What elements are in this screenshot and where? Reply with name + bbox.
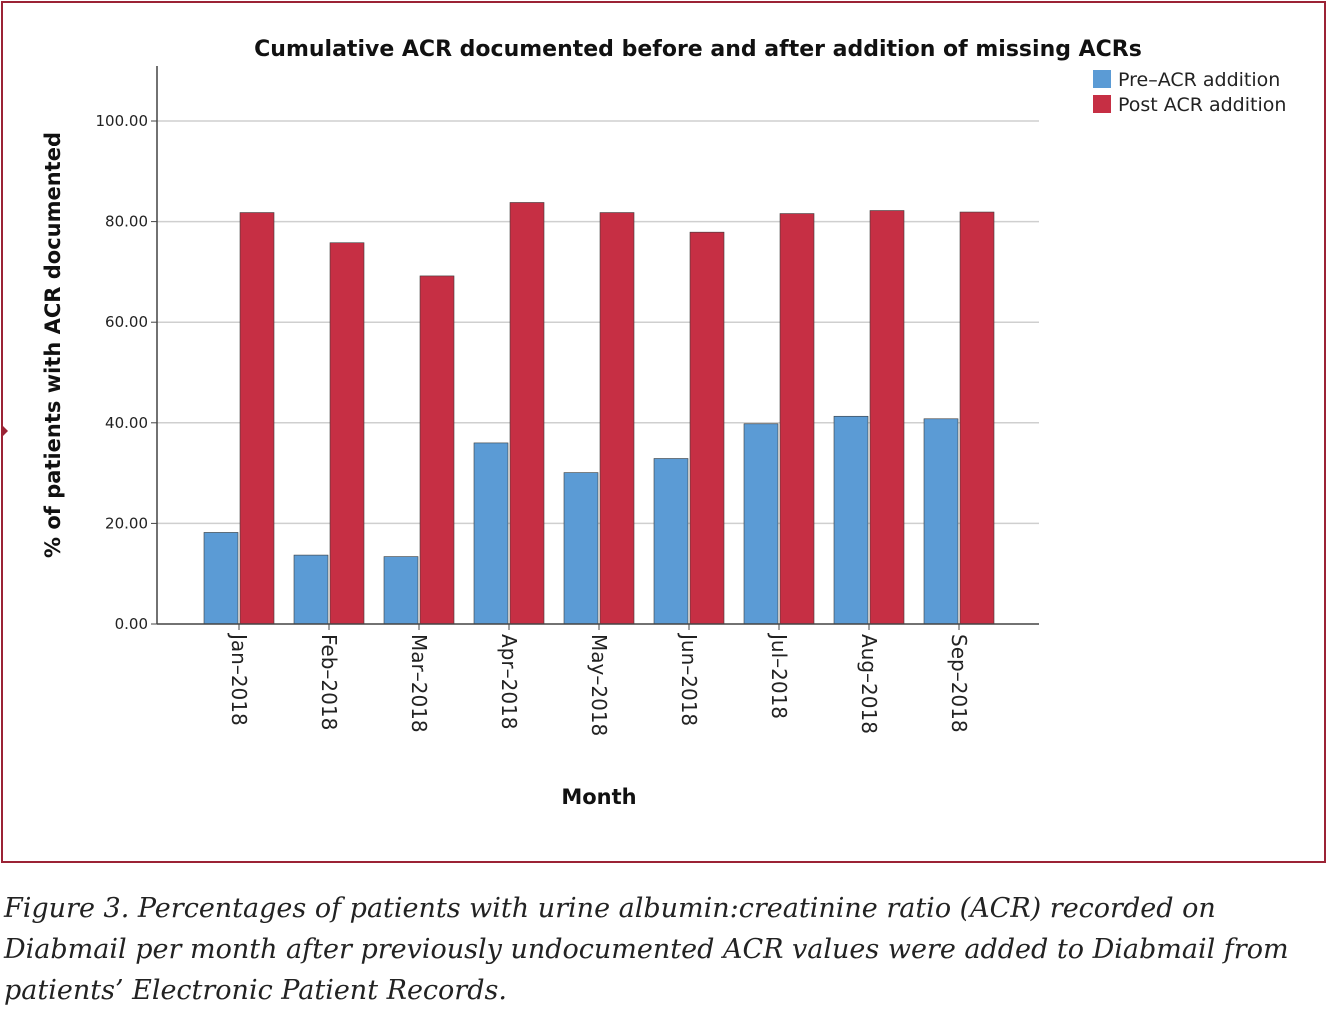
bar-post-4 xyxy=(599,212,635,625)
bar-pre-4 xyxy=(563,472,599,625)
bar-post-3 xyxy=(509,202,545,625)
bar-pre-0 xyxy=(203,532,239,625)
x-axis-label: Month xyxy=(561,785,636,809)
legend: Pre–ACR addition Post ACR addition xyxy=(1093,69,1286,116)
x-tick-label: Sep–2018 xyxy=(947,634,971,733)
y-tick-labels: 0.00 20.00 40.00 60.00 80.00 100.00 xyxy=(96,112,149,633)
x-tick-labels: Jan–2018 Feb–2018 Mar–2018 Apr–2018 May–2018… xyxy=(227,632,971,736)
bar-post-0 xyxy=(239,212,275,625)
bar-pre-7 xyxy=(833,415,869,625)
x-tick-label: Apr–2018 xyxy=(497,634,521,730)
x-tick-label: Jan–2018 xyxy=(227,632,251,726)
legend-label-1: Post ACR addition xyxy=(1118,94,1286,116)
bar-pre-8 xyxy=(923,418,959,625)
bar-pre-6 xyxy=(743,423,779,625)
y-tick-label: 80.00 xyxy=(105,213,148,231)
bar-pre-2 xyxy=(383,556,419,625)
y-tick-label: 60.00 xyxy=(105,313,148,331)
y-tick-label: 0.00 xyxy=(115,615,148,633)
legend-swatch-1 xyxy=(1093,95,1111,113)
bar-post-7 xyxy=(869,210,905,625)
x-tick-label: Jun–2018 xyxy=(677,632,701,726)
bar-post-8 xyxy=(959,211,995,625)
y-tick-label: 20.00 xyxy=(105,514,148,532)
gridlines xyxy=(157,120,1039,525)
x-tick-label: Mar–2018 xyxy=(407,634,431,733)
x-tick-label: May–2018 xyxy=(587,634,611,736)
frame-marker xyxy=(1,424,8,438)
bar-pre-5 xyxy=(653,458,689,625)
bar-pre-3 xyxy=(473,442,509,625)
bar-chart: Cumulative ACR documented before and aft… xyxy=(41,37,1286,809)
legend-swatch-0 xyxy=(1093,70,1111,88)
figure-frame xyxy=(1,1,1326,863)
bar-post-5 xyxy=(689,231,725,625)
bar-post-2 xyxy=(419,275,455,625)
bars xyxy=(203,202,995,625)
bar-post-1 xyxy=(329,242,365,625)
y-tick-label: 100.00 xyxy=(96,112,149,130)
x-tick-label: Feb–2018 xyxy=(317,634,341,730)
x-tick-label: Jul–2018 xyxy=(767,632,791,719)
bar-pre-1 xyxy=(293,554,329,625)
y-axis-label: % of patients with ACR documented xyxy=(41,132,65,558)
legend-label-0: Pre–ACR addition xyxy=(1118,69,1280,91)
axes xyxy=(151,66,1039,630)
bar-post-6 xyxy=(779,213,815,625)
y-tick-label: 40.00 xyxy=(105,414,148,432)
chart-title: Cumulative ACR documented before and aft… xyxy=(254,37,1142,62)
figure-caption: Figure 3. Percentages of patients with u… xyxy=(4,893,1289,1006)
x-tick-label: Aug–2018 xyxy=(857,634,881,734)
